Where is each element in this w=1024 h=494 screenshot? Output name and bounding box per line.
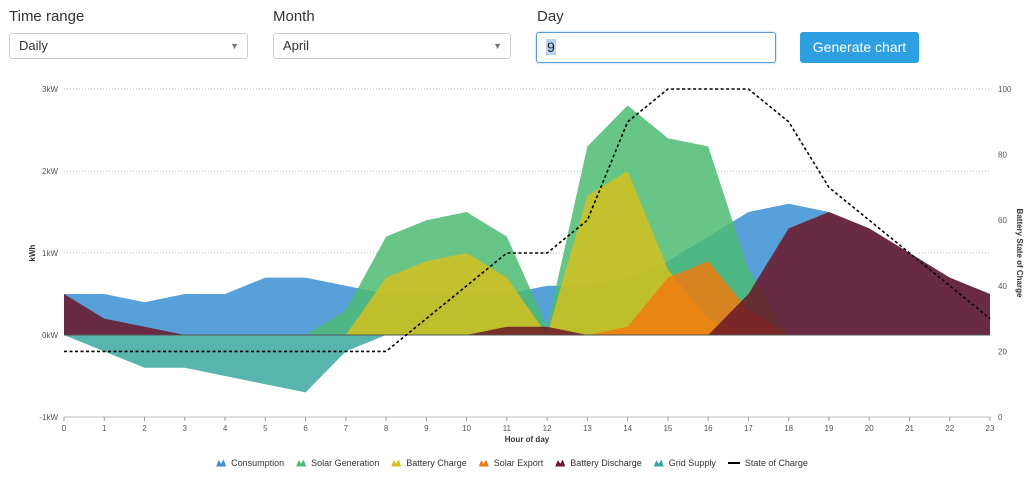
legend-item-battery-discharge[interactable]: Battery Discharge (555, 458, 642, 468)
x-tick-label: 14 (623, 424, 632, 433)
y2-tick-label: 60 (998, 216, 1007, 225)
legend-area-icon (216, 459, 227, 467)
month-label: Month (273, 8, 315, 25)
legend-area-icon (478, 459, 489, 467)
x-tick-label: 23 (986, 424, 995, 433)
y-axis-title: kWh (28, 244, 37, 261)
time-range-value: Daily (19, 38, 48, 53)
day-value: 9 (546, 39, 556, 55)
legend-label: Solar Export (493, 458, 544, 468)
month-value: April (283, 38, 310, 53)
legend-area-icon (555, 459, 566, 467)
chart-legend: Consumption Solar Generation Battery Charg… (0, 456, 1024, 470)
day-input[interactable]: 9 (536, 32, 776, 63)
x-tick-label: 12 (543, 424, 552, 433)
x-tick-label: 8 (384, 424, 389, 433)
chevron-down-icon: ▼ (493, 41, 502, 51)
generate-chart-button[interactable]: Generate chart (800, 32, 919, 63)
y-tick-label: -1kW (39, 413, 58, 422)
legend-item-consumption[interactable]: Consumption (216, 458, 284, 468)
legend-item-state-of-charge[interactable]: State of Charge (727, 458, 808, 468)
day-label: Day (537, 8, 564, 25)
battery-discharge-area (64, 212, 990, 335)
x-tick-label: 3 (183, 424, 188, 433)
x-tick-label: 13 (583, 424, 592, 433)
x-tick-label: 22 (945, 424, 954, 433)
grid-supply-area (64, 335, 990, 393)
legend-area-icon (391, 459, 402, 467)
legend-label: Consumption (231, 458, 285, 468)
x-tick-label: 10 (462, 424, 471, 433)
x-tick-label: 2 (142, 424, 147, 433)
x-tick-label: 16 (704, 424, 713, 433)
x-tick-label: 0 (62, 424, 67, 433)
month-select[interactable]: April ▼ (273, 33, 511, 59)
x-tick-label: 6 (303, 424, 308, 433)
legend-label: Solar Generation (311, 458, 380, 468)
x-tick-label: 17 (744, 424, 753, 433)
y2-tick-label: 20 (998, 347, 1007, 356)
legend-label: Grid Supply (668, 458, 716, 468)
y-tick-label: 0kW (42, 331, 58, 340)
legend-label: Battery Charge (406, 458, 467, 468)
x-tick-label: 15 (663, 424, 672, 433)
x-tick-label: 19 (825, 424, 834, 433)
state-of-charge-line (64, 88, 991, 353)
legend-item-solar-generation[interactable]: Solar Generation (296, 458, 379, 468)
x-tick-label: 18 (784, 424, 793, 433)
x-tick-label: 7 (344, 424, 349, 433)
x-axis-title: Hour of day (505, 435, 550, 444)
y-tick-label: 3kW (42, 85, 58, 94)
legend-area-icon (653, 459, 664, 467)
x-tick-label: 20 (865, 424, 874, 433)
x-tick-label: 4 (223, 424, 228, 433)
x-tick-label: 9 (424, 424, 429, 433)
y-tick-label: 1kW (42, 249, 58, 258)
legend-label: Battery Discharge (570, 458, 642, 468)
chevron-down-icon: ▼ (230, 41, 239, 51)
legend-line-icon (727, 462, 740, 464)
y2-tick-label: 100 (998, 85, 1012, 94)
legend-item-grid-supply[interactable]: Grid Supply (653, 458, 716, 468)
time-range-label: Time range (9, 8, 85, 25)
x-tick-label: 5 (263, 424, 268, 433)
y2-tick-label: 0 (998, 413, 1003, 422)
x-tick-label: 11 (503, 424, 512, 433)
y2-tick-label: 40 (998, 282, 1007, 291)
y-tick-label: 2kW (42, 167, 58, 176)
y2-axis-title: Battery State of Charge (1015, 209, 1024, 298)
legend-label: State of Charge (744, 458, 808, 468)
y2-tick-label: 80 (998, 151, 1007, 160)
solar-generation-area (64, 105, 990, 336)
legend-item-battery-charge[interactable]: Battery Charge (391, 458, 467, 468)
time-range-select[interactable]: Daily ▼ (9, 33, 248, 59)
legend-area-icon (296, 459, 307, 467)
legend-item-solar-export[interactable]: Solar Export (478, 458, 544, 468)
x-tick-label: 21 (905, 424, 914, 433)
x-tick-label: 1 (102, 424, 107, 433)
